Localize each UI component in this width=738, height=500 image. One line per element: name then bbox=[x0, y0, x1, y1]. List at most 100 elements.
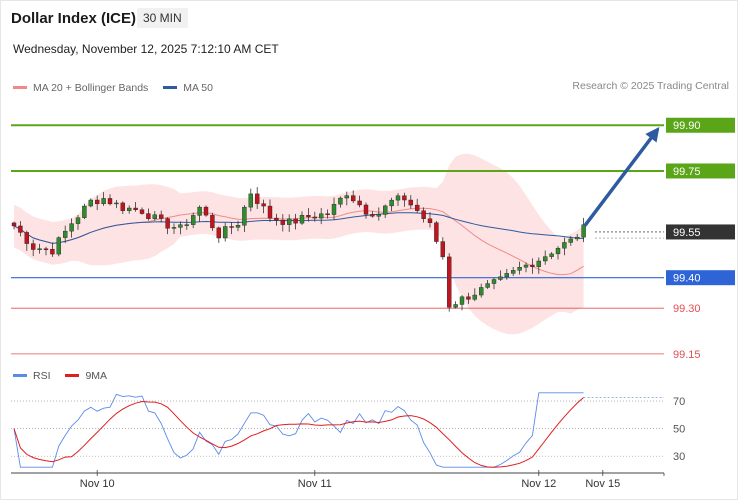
candle-body bbox=[517, 267, 522, 271]
candle-body bbox=[197, 206, 202, 216]
level-label-99-30: 99.30 bbox=[673, 303, 701, 315]
candle-body bbox=[158, 214, 164, 219]
candle-body bbox=[287, 218, 292, 225]
candle-body bbox=[498, 276, 503, 280]
candle-body bbox=[274, 217, 279, 221]
research-credit: Research © 2025 Trading Central bbox=[572, 80, 729, 92]
legend-item-rsi: RSI bbox=[13, 370, 51, 382]
candle-body bbox=[133, 207, 138, 210]
candle-body bbox=[261, 203, 266, 207]
instrument-title: Dollar Index (ICE) bbox=[11, 10, 137, 27]
forecast-arrow-head bbox=[645, 127, 660, 143]
legend-label-9ma: 9MA bbox=[85, 369, 108, 382]
candle-body bbox=[325, 213, 330, 215]
candle-body bbox=[331, 203, 337, 215]
candle-body bbox=[447, 256, 452, 308]
candle-body bbox=[267, 205, 273, 219]
x-tick-label-Nov-11: Nov 11 bbox=[298, 478, 332, 490]
candle-body bbox=[203, 206, 209, 216]
level-tag-99-90 bbox=[666, 117, 735, 133]
candle-body bbox=[402, 195, 407, 201]
x-tick-label-Nov-10: Nov 10 bbox=[80, 478, 115, 490]
candle-body bbox=[549, 253, 554, 257]
candle-body bbox=[165, 218, 170, 229]
candle-body bbox=[351, 195, 356, 202]
candle-body bbox=[107, 198, 113, 205]
legend-swatch-ma50 bbox=[163, 86, 178, 89]
candle-body bbox=[235, 225, 241, 228]
candle-body bbox=[536, 260, 541, 267]
interval-badge[interactable]: 30 MIN bbox=[137, 8, 188, 28]
level-tag-99-55 bbox=[666, 224, 735, 240]
candle-body bbox=[472, 294, 477, 300]
candle-body bbox=[568, 238, 573, 243]
rsi-level-label-50: 50 bbox=[673, 424, 685, 436]
rsi-level-label-30: 30 bbox=[673, 451, 685, 463]
candle-body bbox=[357, 200, 362, 206]
candle-body bbox=[370, 214, 375, 217]
candle-body bbox=[453, 304, 458, 308]
candle-body bbox=[216, 227, 222, 239]
candle-body bbox=[415, 204, 420, 211]
candle-body bbox=[363, 204, 369, 215]
candle-body bbox=[344, 195, 349, 199]
rsi-9ma-line bbox=[13, 397, 584, 468]
candle-body bbox=[306, 215, 311, 218]
candle-body bbox=[94, 199, 100, 205]
candle-body bbox=[555, 247, 561, 255]
candle-body bbox=[56, 237, 61, 255]
candle-body bbox=[146, 213, 151, 219]
chart-header: Dollar Index (ICE) 30 MIN bbox=[0, 0, 738, 36]
candle-body bbox=[293, 218, 298, 224]
candle-body bbox=[63, 230, 68, 238]
legend-label-ma50: MA 50 bbox=[183, 81, 213, 94]
candle-body bbox=[190, 215, 196, 225]
candle-body bbox=[43, 248, 49, 250]
level-label-99-90: 99.90 bbox=[673, 120, 701, 132]
candle-body bbox=[222, 226, 228, 239]
level-tag-99-40 bbox=[666, 270, 735, 286]
candle-body bbox=[395, 195, 401, 201]
candle-body bbox=[75, 217, 81, 224]
candle-body bbox=[37, 248, 42, 250]
candle-body bbox=[434, 222, 439, 242]
level-label-99-15: 99.15 bbox=[673, 349, 701, 361]
main-legend: MA 20 + Bollinger Bands MA 50 bbox=[13, 80, 225, 94]
level-label-99-75: 99.75 bbox=[673, 166, 701, 178]
candle-body bbox=[88, 199, 94, 207]
candle-body bbox=[152, 214, 158, 219]
legend-label-ma20: MA 20 + Bollinger Bands bbox=[33, 81, 149, 94]
candle-body bbox=[523, 264, 529, 268]
rsi-legend: RSI 9MA bbox=[13, 368, 119, 382]
legend-swatch-ma20 bbox=[13, 86, 27, 89]
candle-body bbox=[69, 223, 74, 232]
candle-body bbox=[178, 224, 183, 228]
candle-body bbox=[120, 202, 126, 211]
candle-body bbox=[82, 205, 87, 218]
candle-body bbox=[421, 210, 426, 219]
candle-body bbox=[184, 224, 190, 226]
candle-body bbox=[248, 193, 254, 208]
level-label-99-40: 99.40 bbox=[673, 273, 701, 285]
candle-body bbox=[101, 198, 106, 205]
candle-body bbox=[376, 214, 381, 217]
candle-body bbox=[383, 205, 388, 215]
forecast-arrow-shaft bbox=[583, 128, 659, 227]
candle-body bbox=[562, 242, 567, 249]
candle-body bbox=[126, 207, 132, 211]
candle-body bbox=[299, 215, 305, 224]
candle-body bbox=[427, 218, 433, 223]
candle-body bbox=[242, 206, 247, 226]
candle-body bbox=[229, 226, 234, 228]
x-tick-label-Nov-15: Nov 15 bbox=[585, 478, 620, 490]
candle-body bbox=[114, 202, 119, 205]
candle-body bbox=[530, 264, 535, 267]
candle-body bbox=[459, 296, 465, 305]
legend-item-ma50: MA 50 bbox=[163, 82, 213, 94]
legend-label-rsi: RSI bbox=[33, 369, 51, 382]
candle-body bbox=[254, 193, 260, 204]
legend-item-9ma: 9MA bbox=[65, 370, 107, 382]
candle-body bbox=[31, 243, 36, 250]
candle-body bbox=[491, 279, 497, 284]
